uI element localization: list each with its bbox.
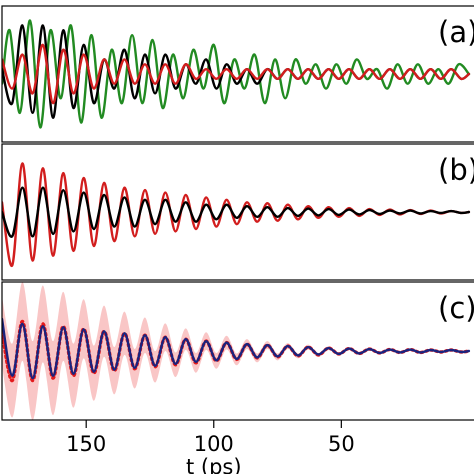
x-tick-label: 50 <box>328 432 355 456</box>
panel-2-plot-area <box>2 162 471 267</box>
panel-1: (a) <box>1 5 474 143</box>
x-tick-label: 100 <box>194 432 234 456</box>
x-tick-label: 150 <box>66 432 106 456</box>
panel-label: (a) <box>438 15 474 49</box>
panel-frame <box>1 143 474 281</box>
series-line-3-2 <box>2 317 471 380</box>
series-line-1-1 <box>2 19 471 129</box>
panel-frame <box>1 5 474 143</box>
series-line-1-3 <box>2 43 471 105</box>
series-line-2-1 <box>2 162 471 267</box>
x-axis-label: t (ps) <box>186 455 242 474</box>
panel-3-plot-area <box>2 282 471 420</box>
panel-3: (c) <box>1 281 474 428</box>
panel-label: (b) <box>438 153 474 187</box>
series-line-2-2 <box>2 186 471 238</box>
panel-1-plot-area <box>2 19 471 129</box>
panel-2: (b) <box>1 143 474 281</box>
panel-frame <box>1 281 474 421</box>
panel-label: (c) <box>438 291 474 325</box>
